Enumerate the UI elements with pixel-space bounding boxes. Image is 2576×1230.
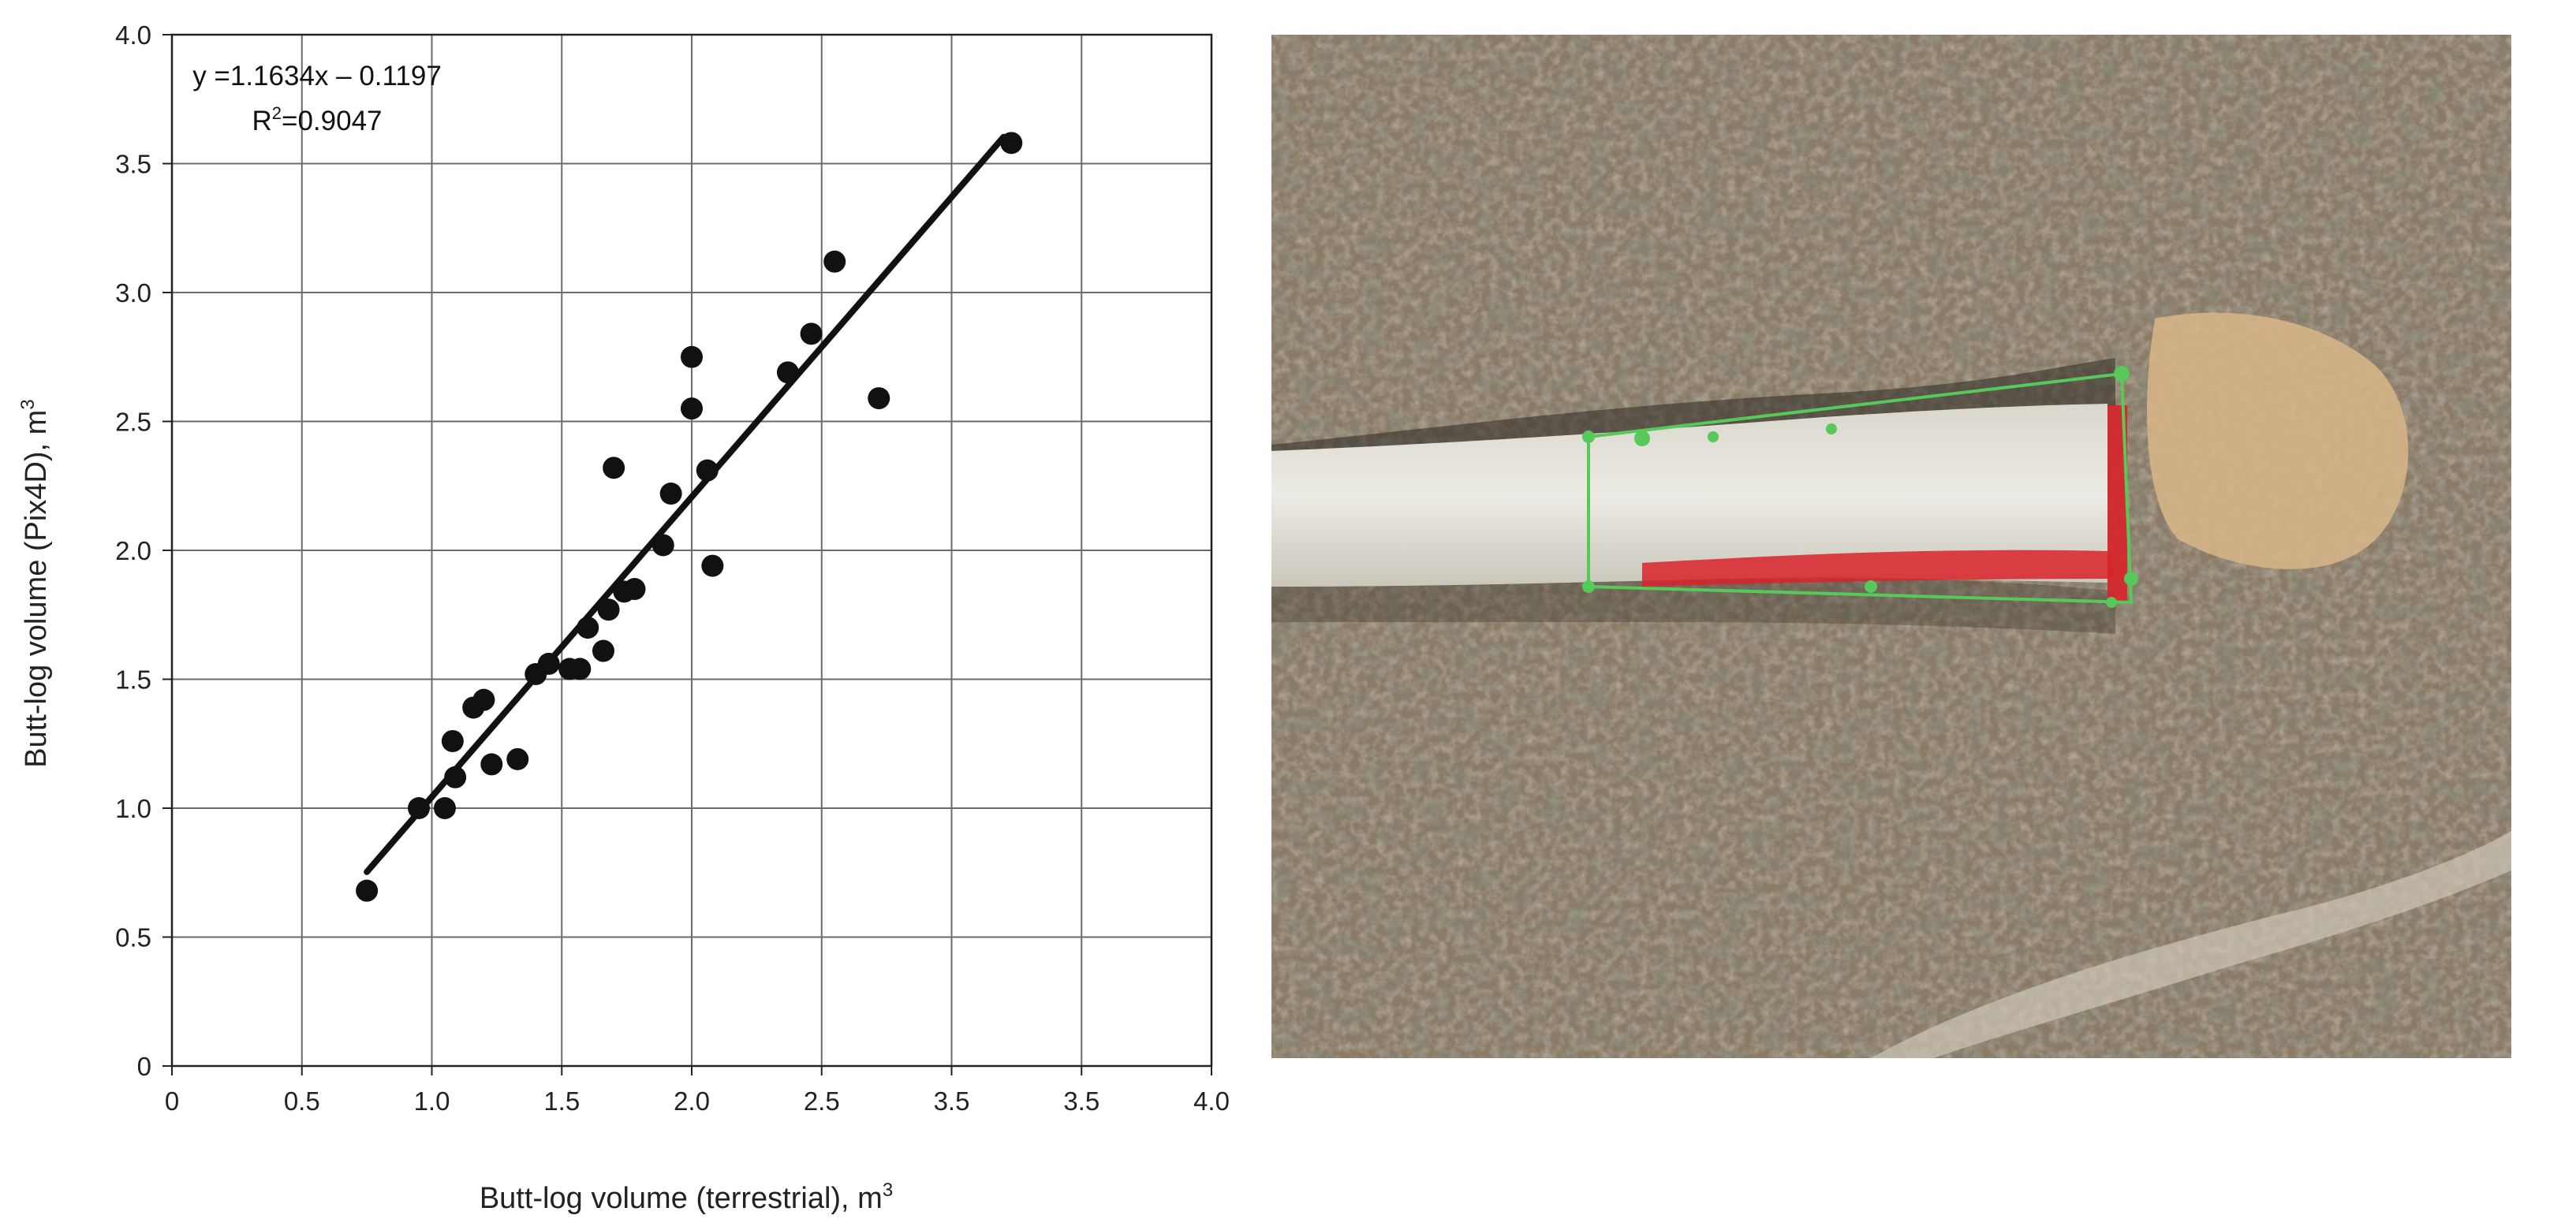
y-tick-label: 0 — [137, 1052, 151, 1081]
log-stem — [1271, 404, 2107, 587]
y-tick-label: 3.0 — [115, 278, 151, 308]
measurement-vertices — [1582, 366, 2138, 608]
equation-label: y =1.1634x – 0.1197 — [192, 61, 442, 91]
y-tick-label: 4.0 — [115, 20, 151, 50]
data-point — [506, 747, 529, 770]
measurement-outline — [1587, 371, 2134, 605]
data-point — [537, 652, 560, 675]
plot-border — [170, 33, 1213, 1068]
data-point — [681, 345, 703, 368]
x-tick-labels: 0 0.5 1.0 1.5 2.0 2.5 3.5 3.5 4.0 — [165, 1086, 1230, 1116]
y-tick-label: 1.5 — [115, 665, 151, 695]
data-point — [597, 598, 620, 621]
data-point — [433, 797, 456, 819]
data-point — [800, 322, 823, 345]
x-tick-label: 0 — [165, 1086, 179, 1116]
data-point — [444, 766, 467, 788]
measurement-vertex — [1634, 430, 1650, 446]
data-point — [603, 457, 625, 479]
data-point — [480, 753, 503, 776]
x-tick-label: 2.5 — [804, 1086, 840, 1116]
x-tick-label: 3.5 — [1063, 1086, 1099, 1116]
measurement-vertex — [1582, 430, 1595, 443]
data-point — [696, 459, 719, 482]
x-axis-title-text: Butt-log volume (terrestrial), m — [480, 1182, 883, 1215]
grid-lines — [171, 34, 1212, 1067]
y-axis-title-text: Butt-log volume (Pix4D), m — [20, 410, 53, 768]
plot-frame — [162, 33, 1213, 1075]
y-tick-label: 3.5 — [115, 150, 151, 179]
x-tick-label: 0.5 — [284, 1086, 320, 1116]
x-axis-title-superscript: 3 — [883, 1180, 893, 1201]
x-tick-label: 1.5 — [543, 1086, 580, 1116]
data-point — [441, 729, 464, 752]
data-point — [623, 578, 646, 601]
data-point — [681, 397, 703, 420]
measurement-vertex — [1708, 431, 1719, 442]
stump-sawdust — [2147, 312, 2409, 569]
data-points — [356, 132, 1023, 902]
measurement-vertex — [2114, 366, 2130, 382]
branch-lower-right — [1871, 831, 2511, 1058]
x-tick-label: 4.0 — [1193, 1086, 1230, 1116]
measurement-vertex — [1582, 580, 1595, 593]
data-point — [577, 617, 599, 639]
data-point — [823, 250, 846, 273]
data-point — [1000, 132, 1023, 155]
measurement-vertex — [1865, 580, 1877, 593]
scatter-chart-panel: 0 0.5 1.0 1.5 2.0 2.5 3.5 3.5 4.0 0 0.5 1.0 1.5 2.0 2… — [0, 0, 1230, 1230]
x-axis-title: Butt-log volume (terrestrial), m3 — [480, 1180, 893, 1215]
r-squared-superscript: 2 — [272, 103, 282, 123]
data-point — [472, 688, 495, 711]
measurement-vertex — [2124, 572, 2138, 586]
measurement-vertex — [1826, 423, 1837, 434]
y-axis-title: Butt-log volume (Pix4D), m3 — [17, 399, 53, 767]
measurement-vertex — [2106, 597, 2117, 608]
log-red-highlight — [1642, 550, 2115, 587]
shadow-lower — [1271, 579, 2115, 634]
r-squared-prefix: R — [252, 106, 271, 136]
trendline-layer — [364, 133, 1007, 875]
r-squared-value: =0.9047 — [282, 106, 383, 136]
data-point — [701, 554, 724, 577]
scatter-chart: 0 0.5 1.0 1.5 2.0 2.5 3.5 3.5 4.0 0 0.5 1.0 1.5 2.0 2… — [17, 20, 1230, 1215]
data-point — [659, 483, 682, 505]
trendline — [364, 133, 1007, 875]
y-axis-title-superscript: 3 — [17, 399, 39, 409]
x-tick-label: 3.5 — [934, 1086, 970, 1116]
data-point — [868, 387, 890, 410]
data-point — [651, 534, 674, 557]
data-point — [569, 658, 592, 680]
data-point — [408, 797, 431, 819]
aerial-photo-svg — [1271, 35, 2511, 1058]
aerial-log-photo — [1271, 35, 2511, 1058]
data-point — [776, 361, 799, 384]
x-tick-label: 2.0 — [674, 1086, 710, 1116]
y-tick-label: 2.0 — [115, 536, 151, 565]
data-point — [356, 879, 379, 902]
x-tick-label: 1.0 — [414, 1086, 450, 1116]
data-point — [592, 639, 614, 662]
y-tick-label: 1.0 — [115, 794, 151, 823]
y-tick-label: 2.5 — [115, 408, 151, 437]
y-tick-label: 0.5 — [115, 923, 151, 952]
y-tick-labels: 0 0.5 1.0 1.5 2.0 2.5 3.0 3.5 4.0 — [115, 20, 151, 1081]
r-squared-label: R2=0.9047 — [252, 103, 382, 136]
